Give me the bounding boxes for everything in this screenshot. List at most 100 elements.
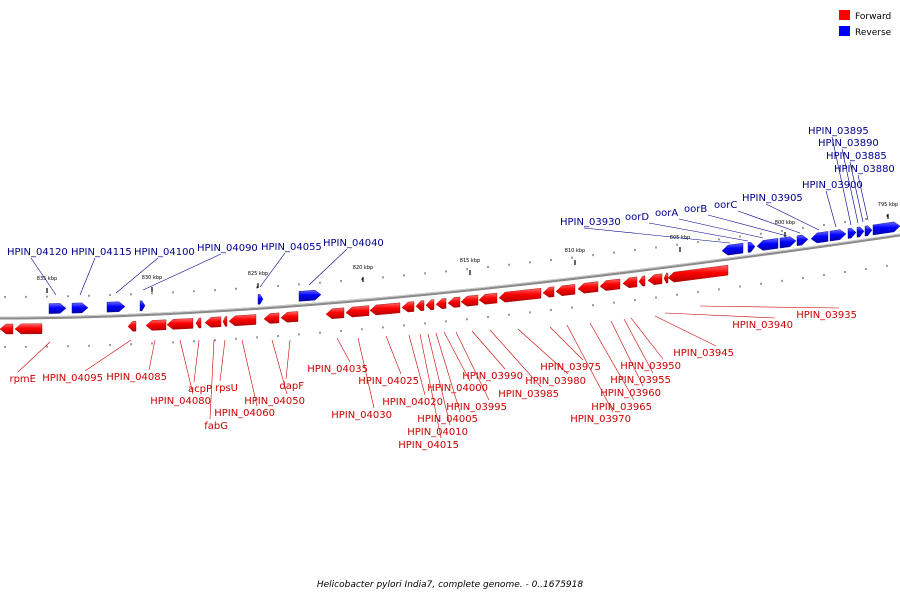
reverse-gene-leader (831, 136, 852, 226)
forward-gene-arrow (447, 296, 461, 308)
legend: Forward Reverse (839, 10, 892, 38)
forward-gene-label: HPIN_03975 (540, 362, 601, 373)
reverse-gene-label: HPIN_03885 (826, 151, 887, 162)
forward-gene-leader (471, 330, 506, 370)
forward-gene-leader (271, 339, 288, 395)
reverse-gene-arrow (856, 226, 865, 238)
reverse-gene-label: HPIN_03900 (802, 180, 863, 191)
reverse-gene-arrow (48, 303, 67, 314)
scale-tick-label: 795 kbp (878, 202, 898, 208)
reverse-gene-leader (30, 257, 57, 296)
gene-labels: HPIN_04120 HPIN_04115 HPIN_04100 HPIN_04090… (7, 126, 895, 451)
forward-gene-label: HPIN_04010 (407, 427, 468, 438)
reverse-gene-leader (583, 227, 731, 244)
reverse-gene-leader (841, 148, 859, 224)
forward-gene-arrow (401, 301, 415, 313)
forward-gene-arrow (228, 314, 257, 327)
forward-gene-arrow (222, 316, 228, 327)
forward-gene-leader (357, 337, 375, 409)
forward-gene-leader (589, 322, 635, 401)
label-leader-lines (17, 136, 869, 439)
forward-gene-leader (427, 333, 451, 426)
reverse-gene-leader (79, 257, 96, 296)
reverse-gene-arrow (847, 227, 857, 239)
reverse-gene-label: HPIN_04100 (134, 247, 195, 258)
forward-gene-label: HPIN_04085 (106, 372, 167, 383)
forward-gene-label: HPIN_04000 (427, 383, 488, 394)
forward-gene-arrow (204, 316, 222, 328)
reverse-gene-leader (825, 190, 837, 228)
reverse-gene-leader (142, 253, 222, 291)
forward-gene-arrow (325, 307, 345, 319)
reverse-gene-arrow (779, 236, 797, 249)
forward-gene-arrow (647, 273, 663, 285)
forward-gene-label: HPIN_03955 (610, 375, 671, 386)
forward-gene-arrow (663, 272, 669, 284)
forward-gene-arrow (263, 312, 280, 324)
forward-gene-leader (209, 339, 215, 420)
forward-gene-leader (435, 332, 461, 413)
reverse-gene-leader (115, 257, 159, 294)
forward-gene-leader (419, 333, 442, 439)
reverse-gene-arrow (747, 241, 756, 253)
forward-gene-leader (193, 339, 200, 383)
forward-gene-label: HPIN_03995 (446, 402, 507, 413)
reverse-gene-leader (707, 214, 788, 237)
forward-gene-label: HPIN_03970 (570, 414, 631, 425)
forward-gene-leader (179, 339, 194, 395)
gene-arrows (0, 221, 900, 335)
forward-gene-arrow (345, 305, 370, 318)
legend-forward-label: Forward (855, 12, 891, 22)
scale-tick-label: 835 kbp (37, 276, 57, 282)
forward-gene-arrow (425, 299, 435, 311)
forward-gene-leader (443, 331, 471, 382)
reverse-gene-label: HPIN_03880 (834, 164, 895, 175)
forward-gene-arrow (599, 278, 621, 291)
forward-gene-arrow (555, 284, 576, 297)
forward-gene-arrow (638, 275, 646, 287)
reverse-gene-arrow (796, 234, 809, 246)
forward-gene-arrow (478, 292, 498, 305)
forward-gene-leader (517, 328, 569, 375)
reverse-gene-label: HPIN_03895 (808, 126, 869, 137)
forward-gene-label: HPIN_04030 (331, 410, 392, 421)
forward-gene-leader (455, 331, 490, 401)
forward-gene-label: HPIN_03935 (796, 310, 857, 321)
forward-gene-arrow (667, 264, 729, 283)
legend-reverse-label: Reverse (855, 28, 892, 38)
reverse-gene-leader (678, 218, 764, 239)
forward-gene-label: HPIN_04035 (307, 364, 368, 375)
reverse-gene-label: HPIN_03905 (742, 193, 803, 204)
forward-gene-label: HPIN_04025 (358, 376, 419, 387)
reverse-gene-label: HPIN_03930 (560, 217, 621, 228)
forward-gene-leader (336, 337, 351, 363)
reverse-gene-arrow (71, 302, 89, 314)
forward-gene-arrow (127, 320, 137, 332)
scale-tick-label: 820 kbp (353, 265, 373, 271)
reverse-gene-label: HPIN_04040 (323, 238, 384, 249)
forward-gene-arrow (498, 287, 542, 303)
forward-gene-arrow (0, 323, 14, 335)
reverse-gene-arrow (872, 221, 900, 236)
reverse-gene-arrow (829, 229, 847, 242)
genome-caption: Helicobacter pylori India7, complete gen… (317, 580, 584, 590)
forward-gene-label: dapF (279, 381, 304, 392)
forward-gene-label: HPIN_04095 (42, 373, 103, 384)
legend-reverse-swatch (839, 26, 850, 36)
forward-gene-arrow (460, 294, 479, 307)
forward-gene-label: HPIN_04060 (214, 408, 275, 419)
forward-gene-arrow (435, 298, 447, 309)
forward-gene-leader (549, 326, 584, 361)
reverse-gene-label: oorB (684, 204, 707, 215)
forward-gene-label: fabG (204, 421, 228, 432)
reverse-gene-arrow (257, 294, 264, 305)
reverse-gene-label: oorD (625, 212, 649, 223)
forward-gene-arrow (542, 286, 555, 298)
reverse-gene-leader (857, 174, 869, 221)
forward-gene-leader (84, 339, 132, 372)
reverse-gene-arrow (298, 289, 322, 302)
scale-tick-label: 830 kbp (142, 275, 162, 281)
forward-gene-leader (610, 320, 644, 387)
reverse-gene-leader (737, 210, 801, 234)
